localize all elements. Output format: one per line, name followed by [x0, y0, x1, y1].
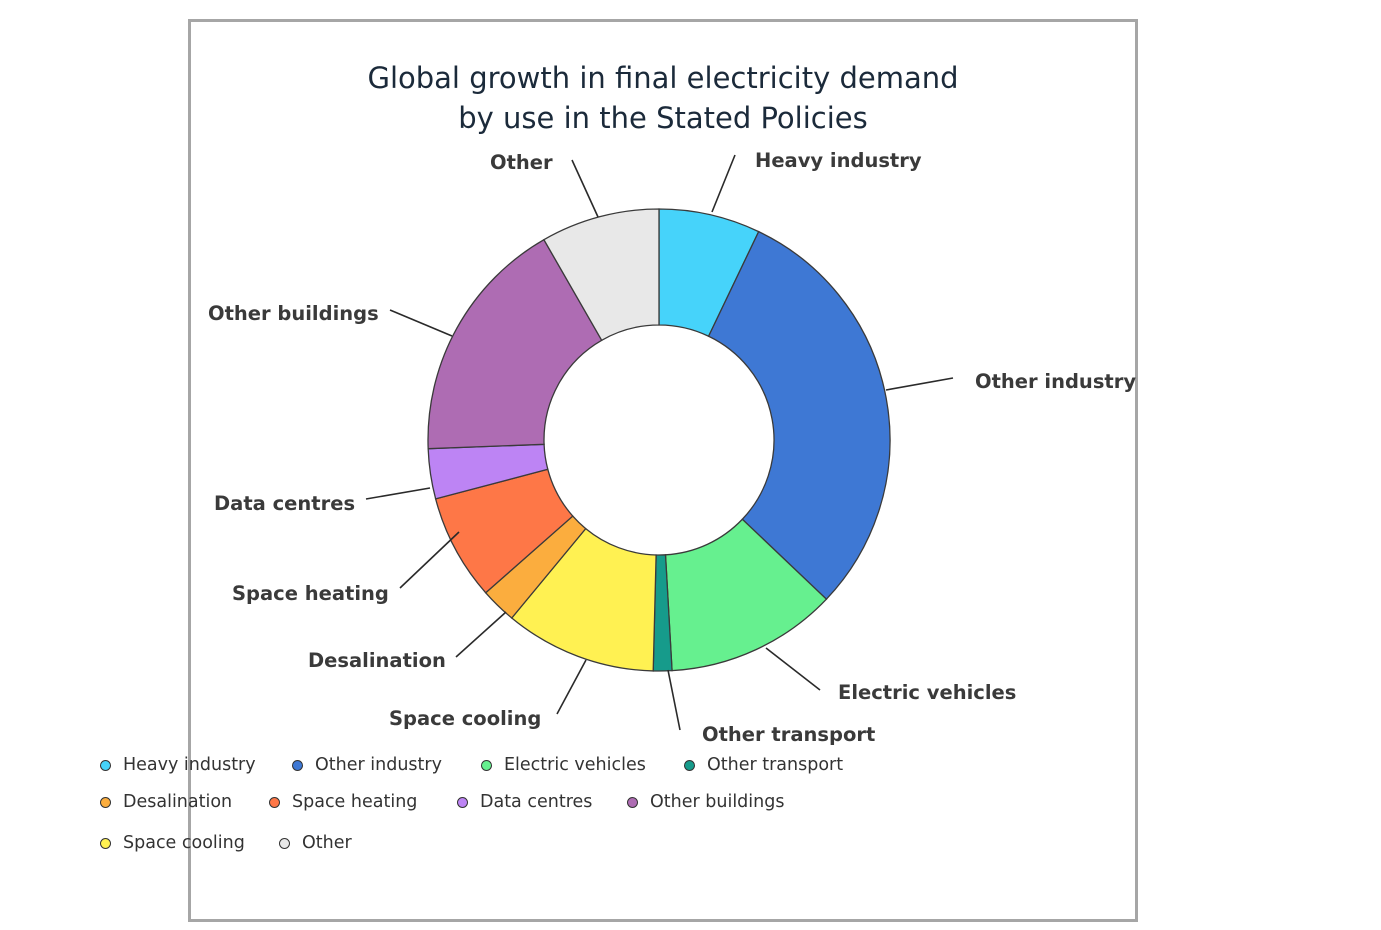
slice-label-other: Other	[490, 151, 553, 174]
legend-swatch-icon	[457, 796, 468, 808]
legend-swatch-icon	[292, 759, 303, 771]
legend-item-data-centres: Data centres	[457, 792, 592, 812]
legend-item-electric-vehicles: Electric vehicles	[481, 755, 646, 775]
slice-label-data-centres: Data centres	[214, 492, 355, 515]
leader-line-other-transport	[667, 669, 681, 731]
chart-title-line-1: Global growth in final electricity deman…	[367, 61, 959, 95]
slice-label-other-transport: Other transport	[702, 723, 875, 746]
legend-label: Desalination	[123, 792, 233, 812]
leader-line-other-buildings	[389, 309, 453, 337]
leader-line-other	[571, 159, 599, 218]
leader-line-space-cooling	[556, 659, 587, 715]
legend-label: Other industry	[315, 755, 442, 775]
legend-swatch-icon	[627, 796, 638, 808]
slice-other	[543, 208, 660, 342]
slice-other-buildings	[427, 238, 603, 450]
slice-label-desalination: Desalination	[308, 649, 446, 672]
leader-line-data-centres	[365, 487, 431, 500]
slice-other-industry	[707, 230, 891, 601]
legend-label: Other buildings	[650, 792, 785, 812]
chart-title-line-2: by use in the Stated Policies	[458, 101, 868, 135]
legend-item-other-transport: Other transport	[684, 755, 843, 775]
slice-label-other-industry: Other industry	[975, 370, 1136, 393]
slice-label-other-buildings: Other buildings	[208, 302, 379, 325]
legend-item-space-heating: Space heating	[269, 792, 417, 812]
legend-item-other: Other	[279, 833, 352, 853]
legend-item-heavy-industry: Heavy industry	[100, 755, 256, 775]
legend-label: Data centres	[480, 792, 593, 812]
legend-item-other-industry: Other industry	[292, 755, 442, 775]
leader-line-space-heating	[399, 531, 460, 589]
legend-swatch-icon	[269, 796, 280, 808]
legend-item-other-buildings: Other buildings	[627, 792, 784, 812]
slice-label-space-cooling: Space cooling	[389, 707, 541, 730]
legend-item-space-cooling: Space cooling	[100, 833, 245, 853]
legend-label: Other transport	[707, 755, 844, 775]
leader-line-other-industry	[885, 377, 954, 391]
legend-swatch-icon	[100, 796, 111, 808]
slice-label-heavy-industry: Heavy industry	[755, 149, 922, 172]
legend-swatch-icon	[684, 759, 695, 771]
legend-swatch-icon	[279, 837, 290, 849]
slice-label-electric-vehicles: Electric vehicles	[838, 681, 1016, 704]
legend-label: Other	[302, 833, 352, 853]
legend-label: Heavy industry	[123, 755, 256, 775]
chart-title: Global growth in final electricity deman…	[191, 58, 1135, 138]
legend-swatch-icon	[100, 759, 111, 771]
legend-swatch-icon	[100, 837, 111, 849]
leader-line-desalination	[455, 611, 507, 658]
leader-line-heavy-industry	[711, 154, 736, 213]
legend-item-desalination: Desalination	[100, 792, 232, 812]
legend-label: Electric vehicles	[504, 755, 646, 775]
slice-label-space-heating: Space heating	[232, 582, 389, 605]
legend-swatch-icon	[481, 759, 492, 771]
leader-line-electric-vehicles	[765, 647, 821, 691]
legend-label: Space heating	[292, 792, 418, 812]
chart-frame: Global growth in final electricity deman…	[188, 19, 1138, 922]
legend-label: Space cooling	[123, 833, 245, 853]
